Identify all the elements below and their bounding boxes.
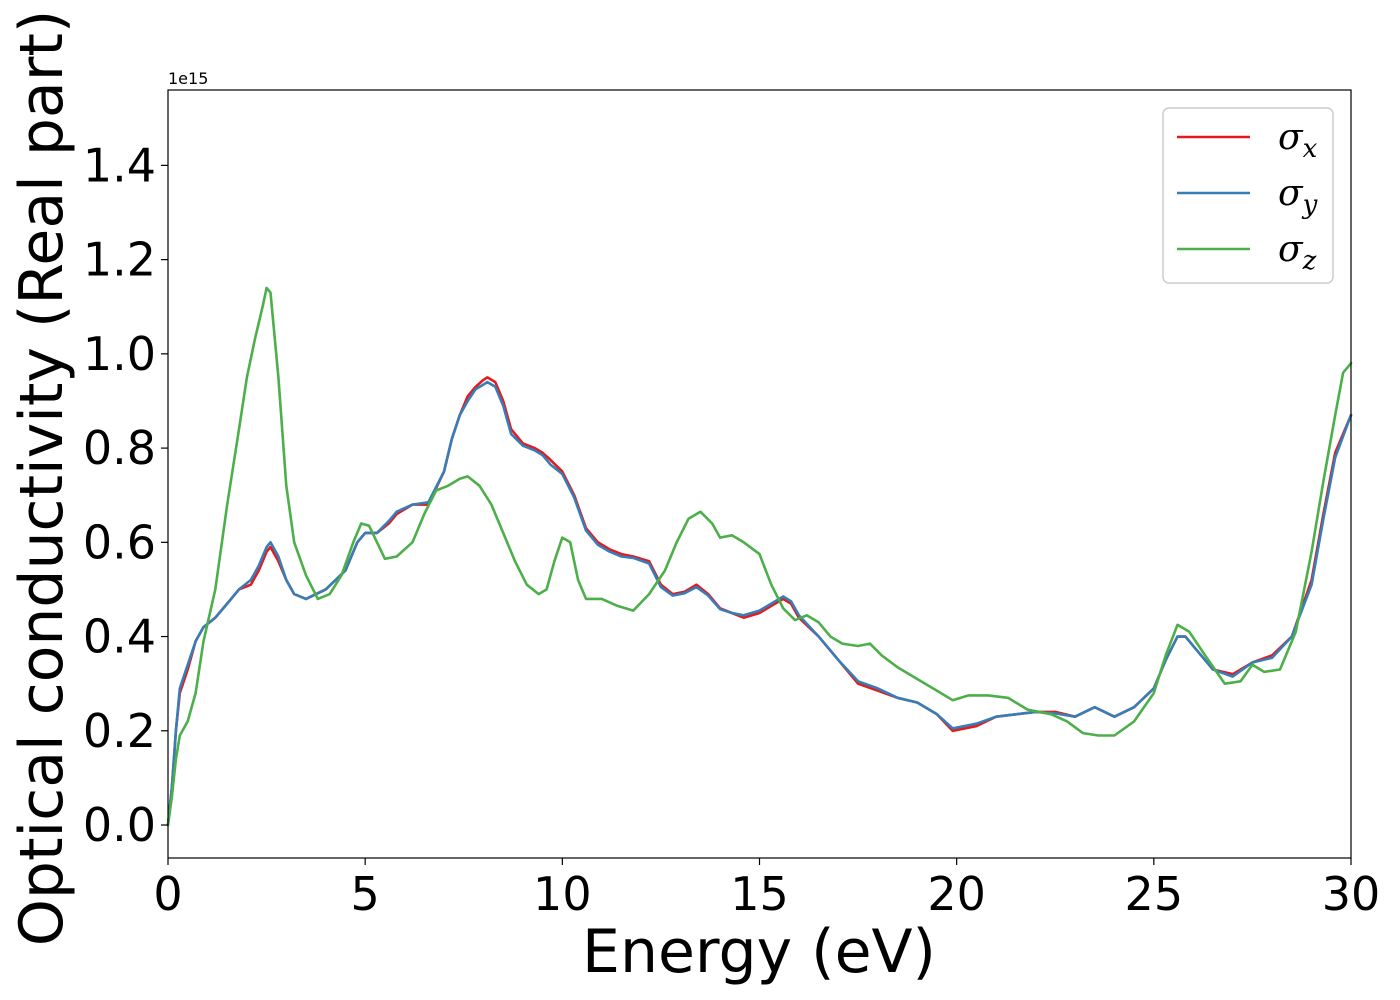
y-tick-label: 0.6 [83, 515, 156, 569]
x-tick-label: 10 [533, 867, 592, 921]
x-tick-label: 20 [927, 867, 986, 921]
x-axis-title: Energy (eV) [582, 917, 936, 987]
x-tick-label: 25 [1125, 867, 1184, 921]
legend-label-y: σy [1278, 173, 1318, 220]
y-tick-label: 0.8 [83, 421, 156, 475]
series-line-y [166, 380, 1353, 827]
legend-box [1162, 107, 1334, 284]
legend-label-z: σz [1278, 229, 1317, 276]
y-tick-label: 0.2 [83, 704, 156, 758]
x-axis-ticks: 0 5 10 15 20 25 30 [153, 858, 1380, 921]
x-tick-label: 5 [351, 867, 380, 921]
y-tick-label: 1.2 [83, 233, 156, 287]
y-tick-label: 1.4 [83, 138, 156, 192]
y-axis-title: Optical conductivity (Real part) [7, 10, 77, 947]
y-tick-label: 1.0 [83, 327, 156, 381]
plot-background [168, 90, 1351, 858]
x-tick-label: 0 [153, 867, 182, 921]
series-line-z [166, 286, 1353, 827]
legend-label-x: σx [1278, 117, 1318, 164]
y-axis-ticks: 0.0 0.2 0.4 0.6 0.8 1.0 1.2 1.4 [83, 138, 168, 852]
y-offset-label: 1e15 [168, 69, 208, 88]
legend: σx σy σz [1162, 107, 1334, 284]
x-tick-label: 15 [730, 867, 789, 921]
y-tick-label: 0.0 [83, 798, 156, 852]
x-tick-label: 30 [1322, 867, 1381, 921]
y-tick-label: 0.4 [83, 610, 156, 664]
series-layer [166, 286, 1353, 827]
